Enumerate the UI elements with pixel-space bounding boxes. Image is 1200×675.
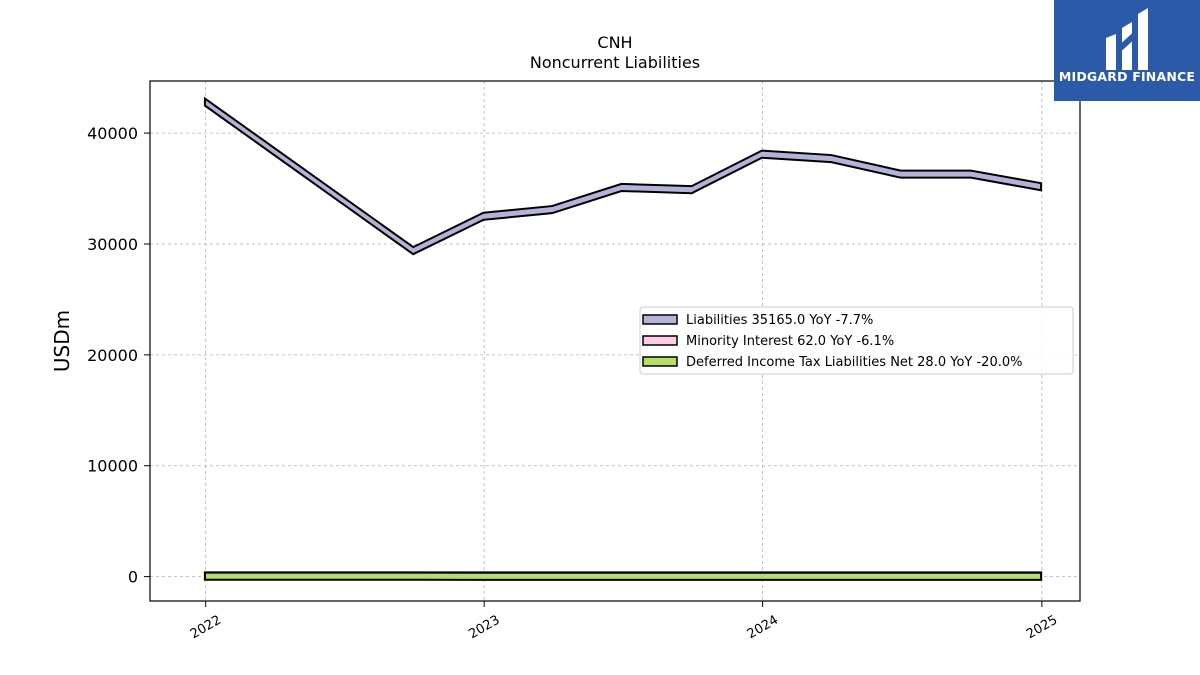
brand-name: MIDGARD FINANCE (1058, 69, 1196, 84)
series-band-3 (203, 571, 1043, 581)
legend-entry: Liabilities 35165.0 YoY -7.7% (686, 313, 873, 328)
brand-logo: MIDGARD FINANCE (1054, 0, 1200, 101)
midgard-logo-icon (1106, 8, 1148, 70)
legend-swatch (642, 356, 678, 367)
y-axis-label: USDm (50, 310, 74, 372)
legend-swatch (642, 314, 678, 325)
chart-subtitle: Noncurrent Liabilities (530, 53, 700, 72)
chart-title: CNH (597, 33, 632, 52)
series-band-1 (203, 96, 1043, 256)
x-ticks: 2022 2023 2024 2025 (188, 601, 1060, 642)
y-tick-label: 40000 (87, 124, 138, 143)
y-tick-label: 0 (128, 568, 138, 587)
x-tick-label: 2023 (466, 613, 502, 643)
legend-entry: Minority Interest 62.0 YoY -6.1% (686, 334, 894, 349)
series-layer (203, 96, 1043, 581)
y-tick-label: 20000 (87, 346, 138, 365)
x-tick-label: 2025 (1024, 613, 1060, 643)
x-tick-label: 2024 (745, 613, 781, 643)
y-ticks: 0 10000 20000 30000 40000 (87, 124, 150, 587)
x-tick-label: 2022 (188, 613, 224, 643)
plot-frame (149, 80, 1081, 602)
legend-swatch (642, 335, 678, 346)
y-tick-label: 30000 (87, 235, 138, 254)
legend: Liabilities 35165.0 YoY -7.7% Minority In… (639, 306, 1074, 375)
y-tick-label: 10000 (87, 457, 138, 476)
legend-box (639, 306, 1074, 375)
legend-entry: Deferred Income Tax Liabilities Net 28.0… (686, 355, 1022, 370)
